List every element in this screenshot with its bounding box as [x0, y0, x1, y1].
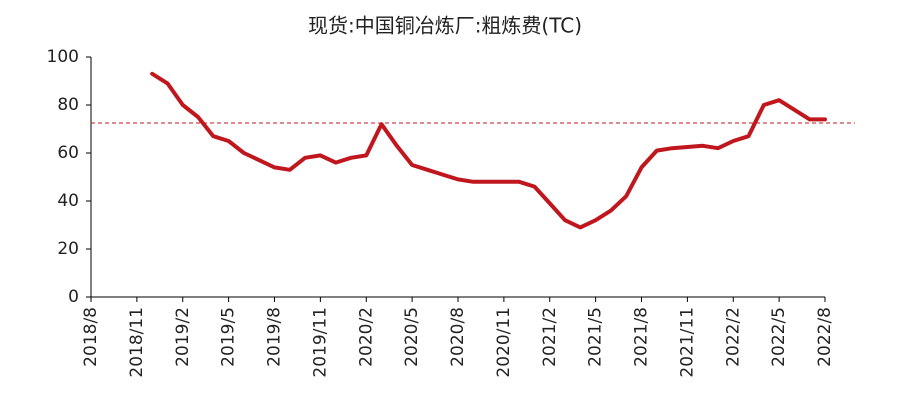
x-tick-label: 2020/5 [402, 307, 422, 367]
x-tick-label: 2018/8 [81, 307, 101, 367]
x-tick-label: 2022/2 [723, 307, 743, 367]
x-tick-label: 2019/11 [310, 307, 330, 378]
x-tick-label: 2020/8 [448, 307, 468, 367]
x-tick-label: 2021/11 [677, 307, 697, 378]
x-tick-label: 2020/11 [494, 307, 514, 378]
y-tick-label: 40 [57, 191, 79, 211]
x-tick-label: 2020/2 [356, 307, 376, 367]
x-tick-label: 2019/8 [265, 307, 285, 367]
x-tick-label: 2022/5 [769, 307, 789, 367]
y-tick-label: 100 [47, 47, 79, 67]
x-tick-label: 2018/11 [127, 307, 147, 378]
x-tick-label: 2021/5 [586, 307, 606, 367]
chart-title: 现货:中国铜冶炼厂:粗炼费(TC) [308, 14, 582, 38]
y-tick-label: 60 [57, 143, 79, 163]
x-tick-label: 2021/2 [540, 307, 560, 367]
x-tick-label: 2021/8 [632, 307, 652, 367]
x-tick-label: 2022/8 [815, 307, 835, 367]
x-tick-label: 2019/2 [173, 307, 193, 367]
y-tick-label: 20 [57, 239, 79, 259]
y-tick-label: 80 [57, 95, 79, 115]
y-tick-label: 0 [68, 287, 79, 307]
x-tick-label: 2019/5 [219, 307, 239, 367]
data-line [150, 71, 827, 230]
